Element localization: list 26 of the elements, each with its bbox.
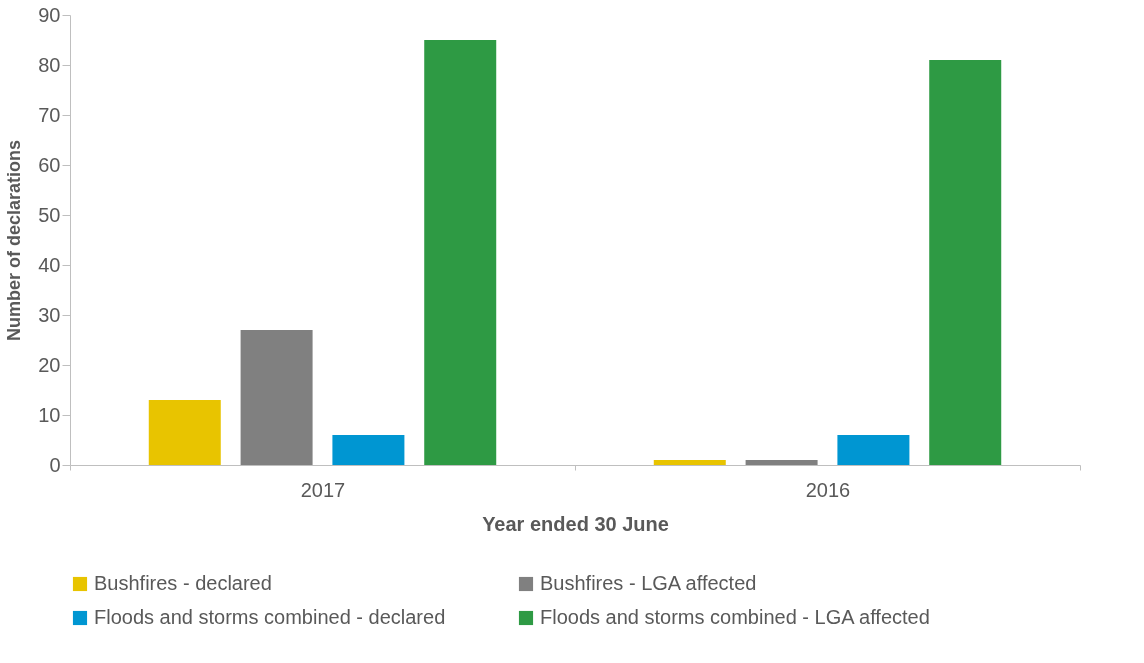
bar (653, 460, 726, 465)
legend-label: Floods and storms combined - LGA affected (540, 606, 930, 628)
y-axis-title: Number of declarations (4, 139, 25, 342)
legend-label: Bushfires - LGA affected (540, 572, 757, 594)
y-tick-label: 30 (38, 303, 61, 326)
y-tick-label: 10 (38, 403, 61, 426)
bar (745, 460, 818, 465)
bar (424, 40, 497, 465)
x-tick-label: 2017 (300, 478, 346, 501)
y-tick-label: 0 (49, 453, 61, 476)
y-tick-label: 50 (38, 203, 61, 226)
x-axis-title: Year ended 30 June (482, 512, 669, 535)
y-tick-label: 70 (38, 103, 61, 126)
bar (240, 330, 313, 465)
x-tick-label: 2016 (805, 478, 851, 501)
y-tick-label: 90 (38, 3, 61, 26)
bar (929, 60, 1002, 465)
bar (332, 435, 405, 465)
bar (837, 435, 910, 465)
y-tick-label: 40 (38, 253, 61, 276)
y-tick-label: 20 (38, 353, 61, 376)
legend-label: Bushfires - declared (94, 572, 272, 594)
y-tick-label: 60 (38, 153, 61, 176)
y-tick-label: 80 (38, 53, 61, 76)
bar (148, 400, 221, 465)
legend-label: Floods and storms combined - declared (94, 606, 446, 628)
